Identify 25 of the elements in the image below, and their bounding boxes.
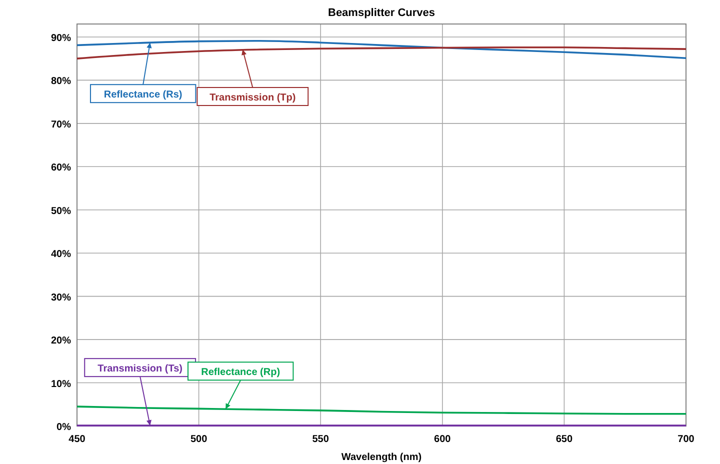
x-axis-title: Wavelength (nm)	[341, 452, 422, 463]
x-tick-label: 700	[678, 434, 695, 445]
x-tick-label: 500	[190, 434, 208, 445]
y-tick-label: 30%	[50, 292, 72, 304]
annotation: Reflectance (Rs)	[104, 90, 182, 101]
y-tick-label: 40%	[50, 249, 72, 260]
annotation: Transmission (Ts)	[98, 364, 182, 375]
y-tick-label: 70%	[50, 119, 72, 130]
x-tick-label: 450	[68, 434, 86, 445]
x-tick-label: 550	[312, 434, 330, 445]
y-tick-label: 90%	[50, 32, 72, 44]
annotation: Reflectance (Rp)	[201, 367, 280, 378]
y-tick-label: 60%	[50, 162, 72, 174]
line-series	[76, 46, 687, 60]
y-tick-label: 0%	[56, 422, 72, 433]
chart-title: Beamsplitter Curves	[328, 7, 435, 19]
line-series	[76, 406, 687, 415]
x-tick-label: 650	[556, 434, 573, 445]
x-tick-label: 600	[434, 434, 452, 445]
y-tick-label: 10%	[50, 378, 72, 390]
annotation: Transmission (Tp)	[210, 92, 296, 104]
y-tick-label: 80%	[50, 76, 72, 88]
y-tick-label: 20%	[50, 336, 72, 347]
y-tick-label: 50%	[50, 206, 72, 217]
line-series	[76, 40, 687, 60]
